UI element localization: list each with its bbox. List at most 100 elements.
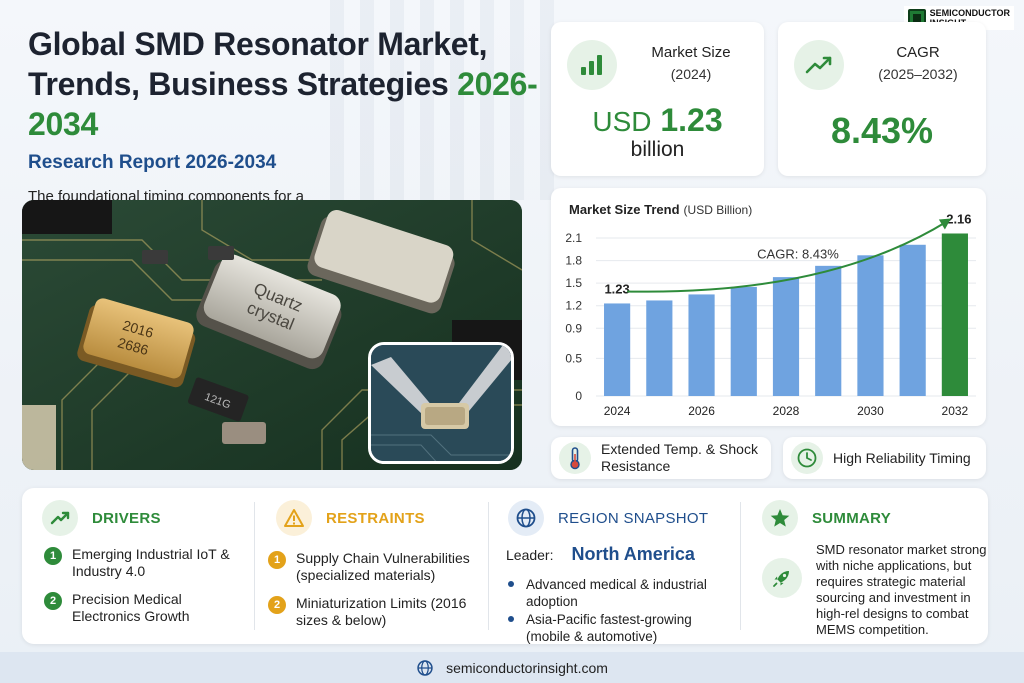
x-tick-label: 2028 — [773, 404, 800, 418]
leader-label: Leader: — [506, 547, 554, 563]
chart-title-text: Market Size Trend — [569, 202, 680, 217]
feature-temp-shock-label: Extended Temp. & Shock Resistance — [601, 441, 758, 474]
region-bullet-text: Asia-Pacific fastest-growing (mobile & a… — [526, 612, 692, 644]
summary-header: SUMMARY — [762, 500, 891, 536]
feature-temp-shock: Extended Temp. & Shock Resistance — [551, 437, 771, 479]
chart-bar — [899, 244, 926, 396]
driver-text: Precision Medical Electronics Growth — [72, 591, 190, 624]
data-label-last: 2.16 — [946, 211, 971, 226]
title-block: Global SMD Resonator Market, Trends, Bus… — [28, 24, 548, 230]
bullet-dot — [508, 616, 514, 622]
trend-label: CAGR: 8.43% — [757, 247, 839, 262]
market-size-unit: billion — [630, 138, 685, 161]
cagr-period: (2025–2032) — [878, 66, 958, 82]
region-header: REGION SNAPSHOT — [508, 500, 708, 536]
chart-unit: (USD Billion) — [683, 203, 753, 217]
globe-icon — [417, 659, 433, 676]
bar-chart: 0 0.5 0.9 1.2 1.5 1.8 2.1 2024 2026 2028 2030 2032 1… — [565, 211, 976, 418]
background-decoration — [330, 0, 560, 200]
market-size-year: (2024) — [670, 66, 712, 82]
tweezers-illustration — [371, 345, 511, 461]
report-subtitle: Research Report 2026-2034 — [28, 152, 277, 173]
market-size-value: USD 1.23 — [551, 102, 764, 139]
market-size-label: Market Size — [651, 44, 731, 61]
driver-number: 1 — [44, 547, 62, 565]
chart-bar — [772, 277, 800, 396]
region-bullet: Advanced medical & industrial adoption — [508, 576, 738, 610]
chart-bar — [941, 233, 968, 396]
region-title: REGION SNAPSHOT — [558, 509, 709, 527]
y-tick-label: 0 — [575, 389, 582, 403]
title-line-2: Trends, Business Strategies — [28, 66, 458, 102]
title-years: 2026-2034 — [28, 66, 538, 142]
cagr-card: CAGR (2025–2032) 8.43% — [778, 22, 986, 176]
market-size-card: Market Size (2024) USD 1.23 billion — [551, 22, 764, 176]
drivers-header: DRIVERS — [42, 500, 161, 536]
section-divider — [740, 502, 741, 630]
clock-icon — [791, 442, 823, 474]
summary-text: SMD resonator market strong with niche a… — [816, 542, 987, 637]
market-size-number: 1.23 — [660, 102, 723, 138]
thermometer-icon — [559, 442, 591, 474]
y-tick-label: 0.5 — [565, 351, 582, 365]
y-tick-label: 0.9 — [565, 321, 582, 335]
rocket-icon — [762, 558, 802, 598]
title-line-1: Global SMD Resonator Market, — [28, 26, 488, 62]
x-tick-label: 2030 — [857, 404, 884, 418]
summary-title: SUMMARY — [812, 509, 892, 527]
feature-reliability-label: High Reliability Timing — [833, 449, 971, 466]
driver-item: 2 Precision Medical Electronics Growth — [44, 591, 244, 625]
trend-arrowhead — [938, 218, 951, 230]
region-bullet-text: Advanced medical & industrial adoption — [526, 577, 707, 609]
restraint-text: Supply Chain Vulnerabilities (specialize… — [296, 550, 470, 583]
trend-up-icon — [794, 40, 844, 90]
market-trend-chart-card: Market Size Trend (USD Billion) 0 0.5 0.9 1.… — [551, 188, 986, 426]
bar-chart-icon — [567, 40, 617, 90]
y-tick-label: 1.5 — [565, 276, 582, 290]
chart-bar — [857, 255, 884, 396]
pcb-illustration: 2016 2686 Quartz crystal 121G — [22, 200, 522, 470]
insights-panel: DRIVERS 1 Emerging Industrial IoT & Indu… — [22, 488, 988, 644]
cagr-label: CAGR — [896, 44, 940, 61]
restraint-number: 1 — [268, 551, 286, 569]
x-tick-label: 2032 — [942, 404, 969, 418]
star-icon — [762, 500, 798, 536]
chart-title: Market Size Trend (USD Billion) — [569, 202, 752, 217]
footer-website-link[interactable]: semiconductorinsight.com — [446, 659, 608, 676]
driver-item: 1 Emerging Industrial IoT & Industry 4.0 — [44, 546, 244, 580]
feature-reliability: High Reliability Timing — [783, 437, 986, 479]
warning-icon — [276, 500, 312, 536]
y-tick-label: 1.8 — [565, 254, 582, 268]
pcb-photo: 2016 2686 Quartz crystal 121G — [22, 200, 522, 470]
footer: semiconductorinsight.com — [0, 652, 1024, 683]
chart-bar — [688, 294, 715, 396]
x-tick-label: 2026 — [688, 404, 715, 418]
restraints-header: RESTRAINTS — [276, 500, 425, 536]
chart-bar — [646, 300, 673, 396]
globe-icon — [508, 500, 544, 536]
trend-up-icon — [42, 500, 78, 536]
chart-bar — [604, 303, 631, 396]
x-tick-label: 2024 — [604, 404, 631, 418]
bullet-dot — [508, 581, 514, 587]
page-title: Global SMD Resonator Market, Trends, Bus… — [28, 24, 548, 144]
drivers-title: DRIVERS — [92, 509, 161, 527]
trend-line — [627, 220, 948, 293]
chart-bar — [730, 286, 757, 396]
data-label-first: 1.23 — [604, 281, 629, 296]
cagr-value: 8.43% — [830, 110, 934, 151]
currency: USD — [592, 106, 652, 137]
restraint-number: 2 — [268, 596, 286, 614]
driver-number: 2 — [44, 592, 62, 610]
section-divider — [488, 502, 489, 630]
restraints-title: RESTRAINTS — [326, 509, 425, 527]
region-leader: Leader: North America — [506, 544, 695, 565]
region-bullet: Asia-Pacific fastest-growing (mobile & a… — [508, 611, 738, 645]
restraint-item: 1 Supply Chain Vulnerabilities (speciali… — [268, 550, 488, 584]
section-divider — [254, 502, 255, 630]
restraint-text: Miniaturization Limits (2016 sizes & bel… — [296, 595, 467, 628]
restraint-item: 2 Miniaturization Limits (2016 sizes & b… — [268, 595, 488, 629]
leader-value: North America — [571, 544, 695, 564]
tweezers-inset-photo — [368, 342, 514, 464]
driver-text: Emerging Industrial IoT & Industry 4.0 — [72, 546, 230, 579]
